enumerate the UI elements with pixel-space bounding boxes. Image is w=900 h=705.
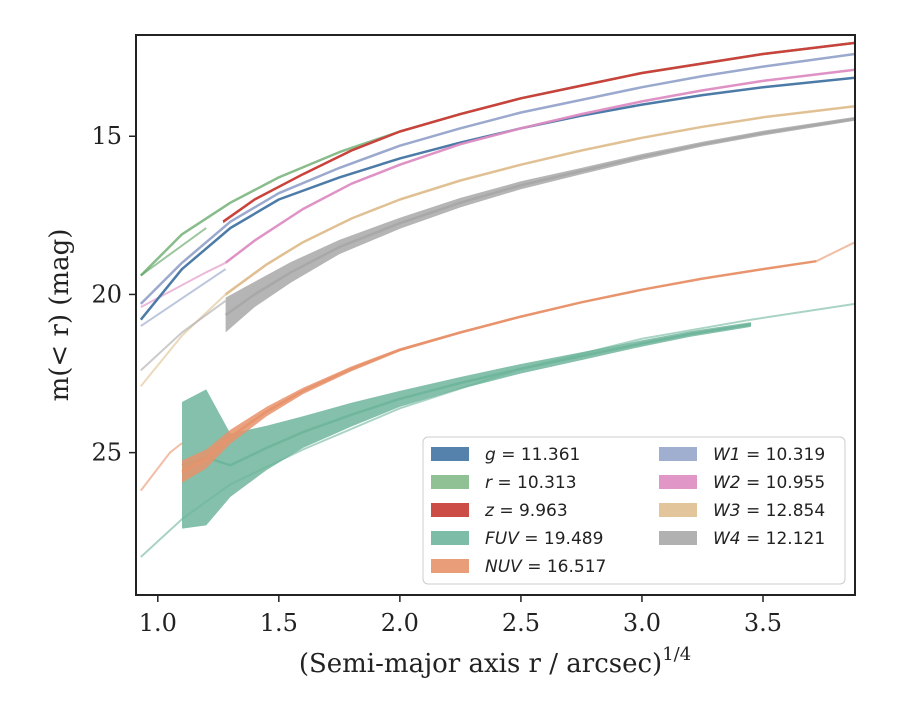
series-extension-7: [815, 241, 855, 263]
x-tick-label: 2.0: [381, 609, 419, 637]
x-axis-title-superscript: 1/4: [662, 644, 691, 665]
series-band-8: [225, 116, 855, 333]
series-line-1: [139, 41, 855, 277]
legend-label-var: W4: [713, 529, 741, 549]
x-tick-label: 3.5: [744, 609, 782, 637]
legend-label-var: W1: [713, 445, 741, 465]
legend-label-value: = 12.854: [741, 501, 826, 521]
series-line-8: [224, 117, 855, 317]
legend-label-value: = 10.319: [741, 445, 826, 465]
y-tick-label: 20: [91, 280, 122, 308]
x-tick-label: 2.5: [502, 609, 540, 637]
legend-label-var: z: [484, 501, 495, 521]
series-line-5: [139, 52, 855, 305]
legend-label-4: NUV = 16.517: [485, 557, 606, 577]
legend-swatch-6: [659, 475, 697, 489]
legend-swatch-1: [431, 475, 469, 489]
series-extension-5: [140, 442, 183, 492]
series-line-2: [222, 41, 855, 223]
legend-swatch-7: [659, 503, 697, 517]
x-axis-title: (Semi-major axis r / arcsec)1/4: [299, 644, 691, 679]
legend-label-var: W2: [713, 473, 741, 493]
series-line-3: [181, 323, 752, 467]
series-extension-1: [140, 268, 227, 327]
legend-label-6: W2 = 10.955: [713, 473, 825, 493]
series-line-4: [181, 259, 817, 473]
legend-swatch-0: [431, 447, 469, 461]
plot-area: [139, 41, 855, 558]
y-axis-title: m(< r) (mag): [45, 229, 75, 402]
axes-frame: [135, 34, 856, 596]
legend-swatch-3: [431, 531, 469, 545]
legend-label-value: = 9.963: [494, 501, 568, 521]
legend-label-value: = 19.489: [519, 529, 604, 549]
legend-swatch-8: [659, 531, 697, 545]
legend-swatch-5: [659, 447, 697, 461]
legend-label-value: = 10.955: [741, 473, 826, 493]
legend-label-var: FUV: [485, 529, 520, 549]
legend-swatch-4: [431, 559, 469, 573]
legend-label-value: = 12.121: [741, 529, 826, 549]
legend-label-value: = 16.517: [522, 557, 607, 577]
legend-label-3: FUV = 19.489: [485, 529, 603, 549]
legend-label-0: g = 11.361: [485, 445, 580, 465]
series-line-6: [224, 68, 855, 264]
legend-label-5: W1 = 10.319: [713, 445, 825, 465]
legend-label-var: g: [485, 445, 496, 465]
axis-ticks: 1.0 1.5 2.0 2.5 3.0 3.5 15 20 25: [91, 122, 782, 637]
series-extension-2: [140, 261, 227, 308]
legend-label-var: W3: [713, 501, 741, 521]
legend-box: [422, 436, 846, 585]
legend-label-1: r = 10.313: [485, 473, 577, 493]
y-tick-label: 15: [91, 122, 122, 150]
series-extension-3: [140, 293, 227, 387]
legend-label-var: r: [485, 473, 493, 493]
legend-label-value: = 11.361: [496, 445, 581, 465]
series-line-7: [224, 104, 855, 296]
legend-label-value: = 10.313: [492, 473, 577, 493]
series-extension-4: [140, 299, 227, 372]
legend-label-var: NUV: [485, 557, 523, 577]
legend-label-2: z = 9.963: [484, 501, 568, 521]
series-line-0: [139, 76, 855, 321]
legend-swatch-2: [431, 503, 469, 517]
legend-label-7: W3 = 12.854: [713, 501, 825, 521]
y-tick-label: 25: [91, 439, 122, 467]
x-tick-label: 1.0: [139, 609, 177, 637]
x-tick-label: 1.5: [260, 609, 298, 637]
legend-label-8: W4 = 12.121: [713, 529, 825, 549]
series-band-3: [182, 322, 751, 529]
series-extension-0: [140, 227, 207, 277]
x-tick-label: 3.0: [623, 609, 661, 637]
